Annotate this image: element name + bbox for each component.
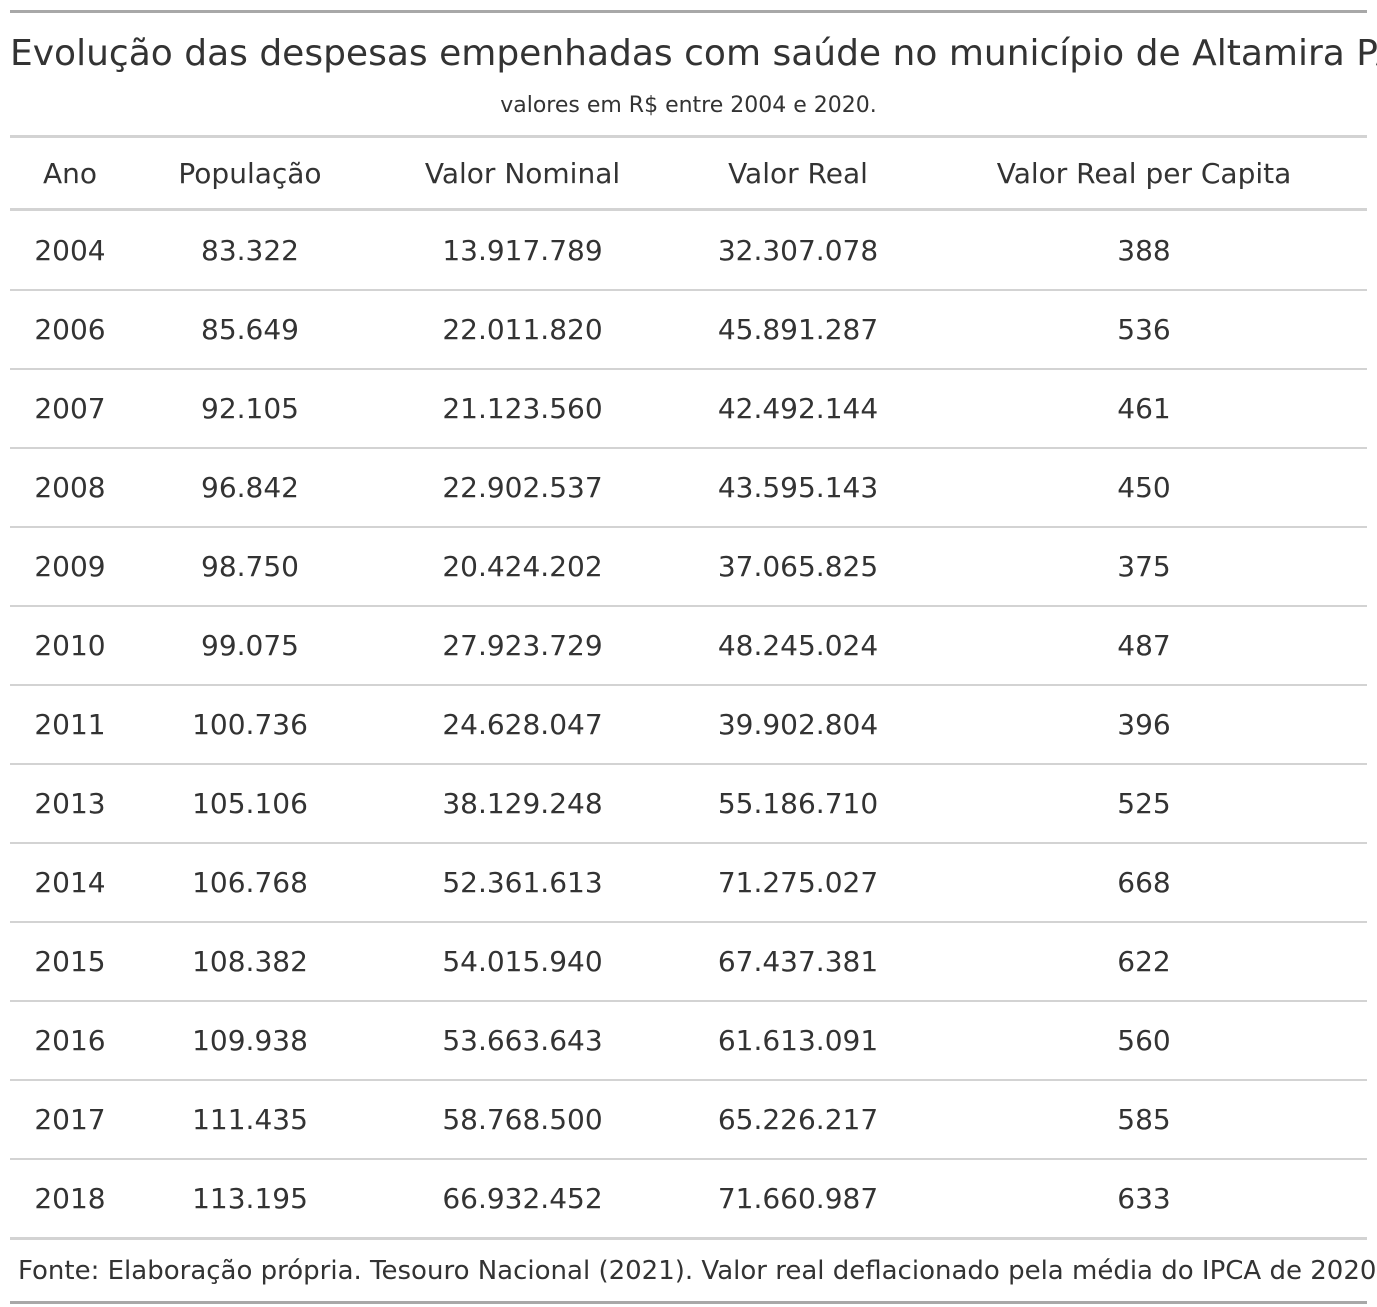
cell-valor-nominal: 52.361.613 (370, 842, 675, 922)
cell-ano: 2007 (10, 368, 130, 448)
cell-valor-real: 71.275.027 (675, 842, 921, 922)
cell-valor-real: 42.492.144 (675, 368, 921, 448)
cell-valor-nominal: 20.424.202 (370, 526, 675, 606)
cell-valor-real: 65.226.217 (675, 1079, 921, 1159)
column-header-populacao: População (130, 138, 370, 211)
column-header-valor-real: Valor Real (675, 138, 921, 211)
table-row: 2018 113.195 66.932.452 71.660.987 633 (10, 1158, 1367, 1240)
cell-valor-nominal: 27.923.729 (370, 605, 675, 685)
cell-valor-nominal: 13.917.789 (442, 233, 603, 267)
cell-ano: 2011 (10, 684, 130, 764)
cell-populacao: 96.842 (130, 447, 370, 527)
table-row: 2009 98.750 20.424.202 37.065.825 375 (10, 526, 1367, 606)
cell-populacao: 99.075 (130, 605, 370, 685)
cell-valor-real: 67.437.381 (675, 921, 921, 1001)
cell-valor-nominal: 22.902.537 (370, 447, 675, 527)
cell-populacao: 113.195 (130, 1158, 370, 1240)
cell-populacao: 105.106 (130, 763, 370, 843)
cell-valor-nominal: 58.768.500 (370, 1079, 675, 1159)
cell-valor-real-per-capita: 633 (921, 1158, 1367, 1240)
table-row: 2015 108.382 54.015.940 67.437.381 622 (10, 921, 1367, 1001)
cell-valor-real: 71.660.987 (675, 1158, 921, 1240)
table-row: 2016 109.938 53.663.643 61.613.091 560 (10, 1000, 1367, 1080)
cell-valor-real-per-capita: 487 (921, 605, 1367, 685)
cell-valor-real: 43.595.143 (675, 447, 921, 527)
table-row: 2006 85.649 22.011.820 45.891.287 536 (10, 289, 1367, 369)
data-table: Ano População Valor Nominal Valor Real V… (10, 138, 1367, 1240)
table-subtitle: valores em R$ entre 2004 e 2020. (10, 75, 1367, 138)
cell-ano: 2009 (10, 526, 130, 606)
column-header-ano: Ano (10, 138, 130, 211)
column-header-valor-real-per-capita: Valor Real per Capita (921, 138, 1367, 211)
table-row: 2013 105.106 38.129.248 55.186.710 525 (10, 763, 1367, 843)
table-row: 2017 111.435 58.768.500 65.226.217 585 (10, 1079, 1367, 1159)
cell-populacao: 98.750 (130, 526, 370, 606)
cell-ano: 2015 (10, 921, 130, 1001)
cell-populacao: 108.382 (130, 921, 370, 1001)
cell-valor-real-per-capita: 461 (921, 368, 1367, 448)
cell-valor-real-per-capita: 375 (921, 526, 1367, 606)
cell-valor-nominal: 53.663.643 (370, 1000, 675, 1080)
cell-valor-real: 48.245.024 (675, 605, 921, 685)
cell-ano: 2010 (10, 605, 130, 685)
cell-valor-nominal: 38.129.248 (370, 763, 675, 843)
table-row: 2010 99.075 27.923.729 48.245.024 487 (10, 605, 1367, 685)
cell-ano: 2006 (10, 289, 130, 369)
cell-valor-real-per-capita: 388 (1117, 233, 1171, 267)
column-header-valor-nominal: Valor Nominal (370, 138, 675, 211)
header-row: Ano População Valor Nominal Valor Real V… (10, 138, 1367, 211)
table-footnote: Fonte: Elaboração própria. Tesouro Nacio… (18, 1256, 1377, 1286)
table-row: 2004 83.322 13.917.789 32.307.078 388 (10, 210, 1367, 291)
table-row: 2007 92.105 21.123.560 42.492.144 461 (10, 368, 1367, 448)
cell-valor-real-per-capita: 396 (921, 684, 1367, 764)
cell-populacao: 85.649 (130, 289, 370, 369)
table-header: Ano População Valor Nominal Valor Real V… (10, 138, 1367, 211)
cell-valor-nominal: 66.932.452 (370, 1158, 675, 1240)
table-row: 2011 100.736 24.628.047 39.902.804 396 (10, 684, 1367, 764)
cell-populacao: 111.435 (130, 1079, 370, 1159)
cell-populacao: 106.768 (130, 842, 370, 922)
cell-populacao: 100.736 (130, 684, 370, 764)
table-row: 2014 106.768 52.361.613 71.275.027 668 (10, 842, 1367, 922)
cell-ano: 2018 (10, 1158, 130, 1240)
cell-valor-nominal: 54.015.940 (370, 921, 675, 1001)
cell-populacao: 92.105 (130, 368, 370, 448)
cell-valor-real-per-capita: 536 (921, 289, 1367, 369)
cell-populacao: 83.322 (201, 233, 299, 267)
cell-ano: 2008 (10, 447, 130, 527)
cell-valor-real: 32.307.078 (717, 233, 879, 267)
cell-valor-nominal: 24.628.047 (370, 684, 675, 764)
cell-valor-real-per-capita: 450 (921, 447, 1367, 527)
cell-valor-real: 55.186.710 (675, 763, 921, 843)
cell-valor-real: 39.902.804 (675, 684, 921, 764)
cell-ano: 2017 (10, 1079, 130, 1159)
cell-valor-real-per-capita: 525 (921, 763, 1367, 843)
cell-valor-real-per-capita: 585 (921, 1079, 1367, 1159)
cell-valor-real: 45.891.287 (675, 289, 921, 369)
cell-valor-real-per-capita: 560 (921, 1000, 1367, 1080)
cell-ano: 2016 (10, 1000, 130, 1080)
table-row: 2008 96.842 22.902.537 43.595.143 450 (10, 447, 1367, 527)
cell-populacao: 109.938 (130, 1000, 370, 1080)
cell-valor-nominal: 22.011.820 (370, 289, 675, 369)
cell-valor-real-per-capita: 668 (921, 842, 1367, 922)
cell-ano: 2004 (34, 233, 106, 267)
cell-valor-real: 37.065.825 (675, 526, 921, 606)
table-title: Evolução das despesas empenhadas com saú… (10, 33, 1377, 74)
cell-valor-nominal: 21.123.560 (370, 368, 675, 448)
cell-valor-real-per-capita: 622 (921, 921, 1367, 1001)
table-body: 2004 83.322 13.917.789 32.307.078 388 2006 85.… (10, 210, 1367, 1240)
data-table-container: Evolução das despesas empenhadas com saú… (10, 10, 1377, 1304)
cell-valor-real: 61.613.091 (675, 1000, 921, 1080)
cell-ano: 2013 (10, 763, 130, 843)
cell-ano: 2014 (10, 842, 130, 922)
